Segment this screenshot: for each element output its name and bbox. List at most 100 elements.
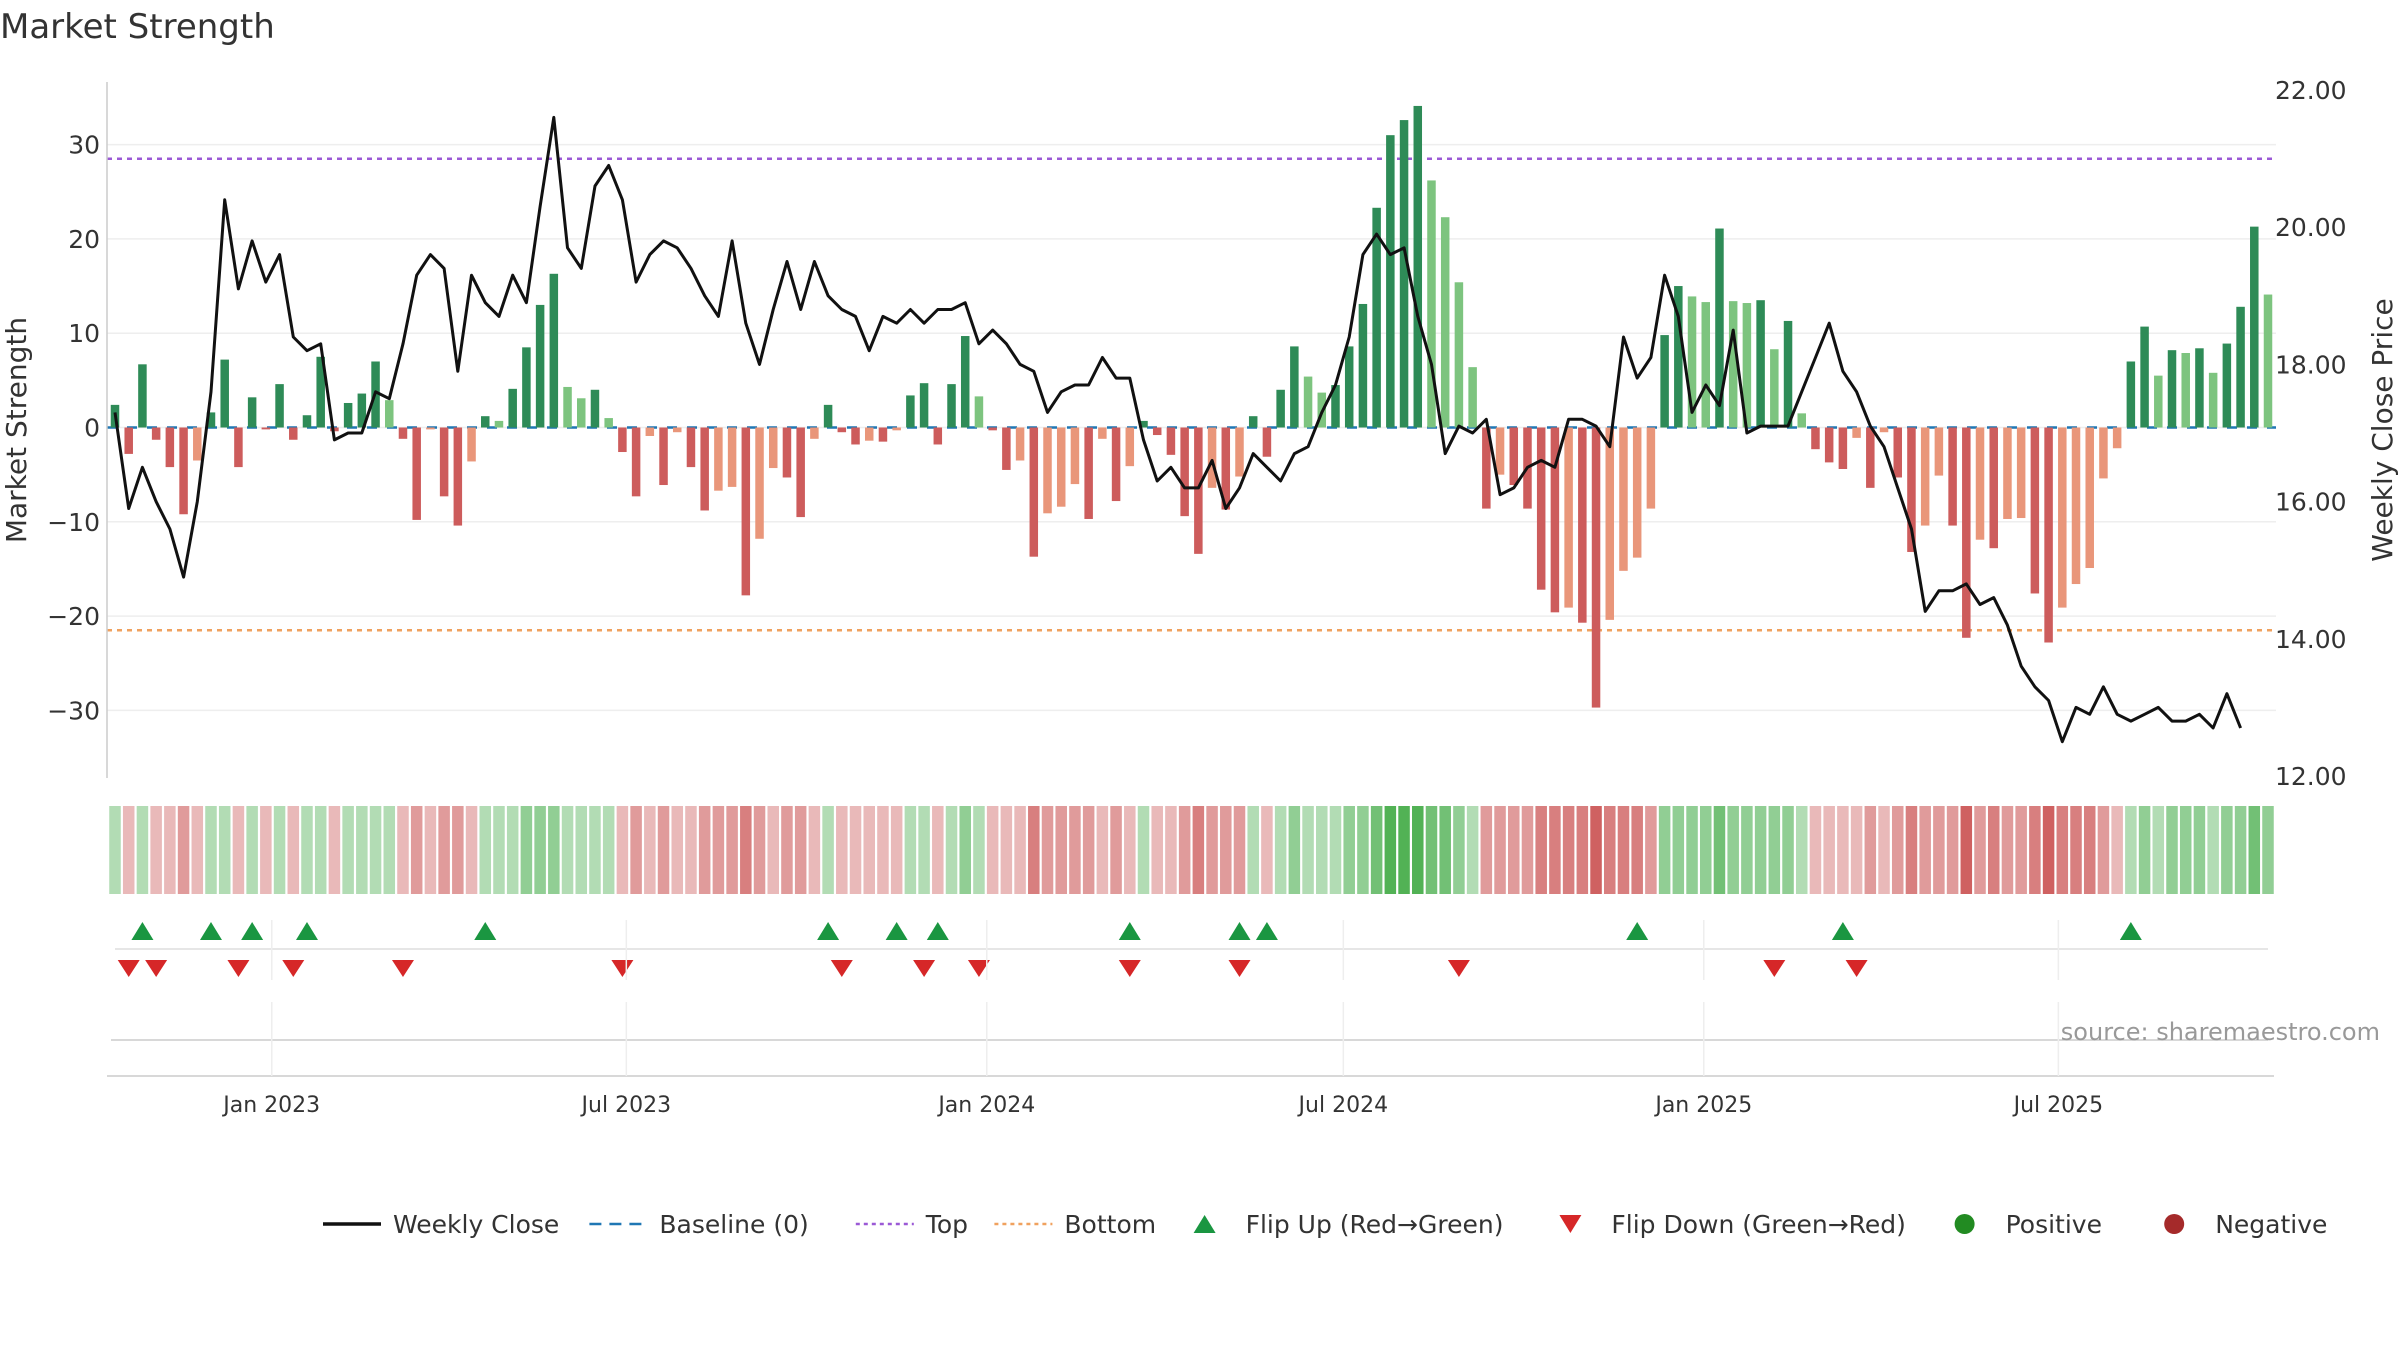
strength-bar bbox=[2030, 427, 2040, 594]
strength-strip-cell bbox=[424, 806, 437, 894]
strength-strip-cell bbox=[2070, 806, 2082, 894]
strength-strip-cell bbox=[1933, 806, 1945, 894]
flip-down-marker bbox=[1763, 960, 1786, 977]
strength-bar bbox=[1715, 228, 1724, 428]
strength-bar bbox=[494, 420, 504, 428]
legend-item: Bottom bbox=[994, 1210, 1156, 1239]
strength-bar bbox=[1674, 286, 1683, 428]
strength-strip-cell bbox=[534, 806, 546, 894]
strength-bar bbox=[2250, 226, 2259, 428]
strength-bar bbox=[206, 412, 216, 428]
flip-down-marker bbox=[282, 960, 305, 977]
reference-lines bbox=[107, 157, 2276, 632]
strength-strip-cell bbox=[548, 806, 560, 894]
strength-strip-cell bbox=[685, 806, 697, 894]
legend-item: Weekly Close bbox=[323, 1210, 559, 1239]
strength-strip-cell bbox=[232, 806, 245, 894]
strength-bar bbox=[343, 402, 353, 428]
strength-bar bbox=[412, 427, 421, 520]
strength-strip-cell bbox=[1960, 806, 1973, 894]
strength-strip-cell bbox=[1782, 806, 1794, 894]
x-tick-label: Jul 2025 bbox=[2012, 1093, 2104, 1118]
strength-bar bbox=[1907, 427, 1916, 552]
strength-bar bbox=[1852, 427, 1861, 438]
strength-strip-cell bbox=[1974, 806, 1986, 894]
strength-bar bbox=[316, 356, 325, 428]
strength-bar bbox=[2181, 353, 2190, 428]
right-y-ticks: 22.00 20.00 18.00 16.00 14.00 12.00 bbox=[2275, 76, 2347, 791]
strength-strip-cell bbox=[959, 806, 971, 894]
strength-bar bbox=[1550, 427, 1560, 613]
strength-strip-cell bbox=[1151, 806, 1163, 894]
legend-swatch bbox=[1559, 1215, 1582, 1233]
strength-bar bbox=[1797, 413, 1806, 428]
strength-strip-cell bbox=[1261, 806, 1273, 894]
strength-strip-cell bbox=[1000, 806, 1013, 894]
strength-bar bbox=[1125, 427, 1135, 467]
strength-strip-cell bbox=[2097, 806, 2110, 894]
strength-strip-cell bbox=[1453, 806, 1465, 894]
strength-bar bbox=[1468, 367, 1477, 428]
strength-strip-cell bbox=[1412, 806, 1424, 894]
strength-bar bbox=[481, 416, 490, 428]
strength-strip-cell bbox=[616, 806, 629, 894]
strength-bar bbox=[467, 427, 476, 462]
strength-strip-cell bbox=[1480, 806, 1493, 894]
strength-strip-cell bbox=[602, 806, 615, 894]
strength-strip-cell bbox=[1686, 806, 1698, 894]
strength-strip-cell bbox=[753, 806, 766, 894]
strength-strip-cell bbox=[1987, 806, 2000, 894]
right-y-tick-label: 22.00 bbox=[2275, 76, 2347, 105]
left-y-tick-label: −10 bbox=[47, 508, 100, 537]
strength-strip-cell bbox=[2042, 806, 2055, 894]
strength-bar bbox=[1495, 427, 1505, 475]
strength-bar bbox=[1893, 427, 1902, 478]
left-axis-label: Market Strength bbox=[0, 317, 33, 543]
left-y-tick-label: −20 bbox=[47, 602, 100, 631]
strength-bar bbox=[1399, 120, 1409, 428]
strength-bar bbox=[426, 427, 435, 430]
flip-down-marker bbox=[1845, 960, 1868, 977]
strength-strip-cell bbox=[287, 806, 300, 894]
strength-bar bbox=[261, 427, 271, 430]
strength-bar bbox=[796, 427, 805, 518]
strength-bar bbox=[1989, 427, 1998, 549]
strength-bar bbox=[2099, 427, 2108, 479]
strength-bar bbox=[1838, 427, 1848, 469]
strength-strip-cell bbox=[1576, 806, 1589, 894]
strength-bar bbox=[1358, 303, 1368, 428]
strength-strip-cell bbox=[1357, 806, 1369, 894]
legend-item: Positive bbox=[1954, 1210, 2102, 1239]
strength-strip-cell bbox=[1247, 806, 1259, 894]
strength-strip-cell bbox=[383, 806, 396, 894]
strength-strip-cell bbox=[1220, 806, 1232, 894]
strength-bar bbox=[1564, 427, 1573, 608]
strength-strip-cell bbox=[877, 806, 889, 894]
strength-strip-cell bbox=[342, 806, 354, 894]
strength-strip-cell bbox=[2248, 806, 2261, 894]
legend: Weekly Close Baseline (0) Top Bottom Flip Up… bbox=[323, 1210, 2327, 1239]
strength-strip-cell bbox=[2056, 806, 2069, 894]
strength-strip-cell bbox=[2179, 806, 2192, 894]
legend-swatch bbox=[2164, 1214, 2185, 1234]
strength-strip-cell bbox=[561, 806, 574, 894]
strength-strip-cell bbox=[1082, 806, 1095, 894]
strength-strip-cell bbox=[1837, 806, 1849, 894]
strength-bar bbox=[755, 427, 764, 539]
strength-bar bbox=[577, 398, 586, 428]
legend-item: Flip Down (Green→Red) bbox=[1559, 1210, 1906, 1239]
left-y-tick-label: 20 bbox=[68, 225, 100, 254]
strength-bar bbox=[1454, 282, 1464, 428]
strength-strip-cell bbox=[1521, 806, 1534, 894]
strength-strip-cell bbox=[781, 806, 793, 894]
strength-strip-cell bbox=[2262, 806, 2274, 894]
left-y-tick-label: 0 bbox=[84, 414, 100, 443]
flip-down-marker bbox=[913, 960, 936, 977]
strength-strip-cell bbox=[1206, 806, 1218, 894]
legend-label: Top bbox=[925, 1210, 968, 1239]
strength-bar bbox=[1578, 427, 1587, 623]
flip-up-marker bbox=[241, 922, 264, 940]
strength-strip-cell bbox=[671, 806, 684, 894]
strength-bar bbox=[1303, 376, 1313, 428]
